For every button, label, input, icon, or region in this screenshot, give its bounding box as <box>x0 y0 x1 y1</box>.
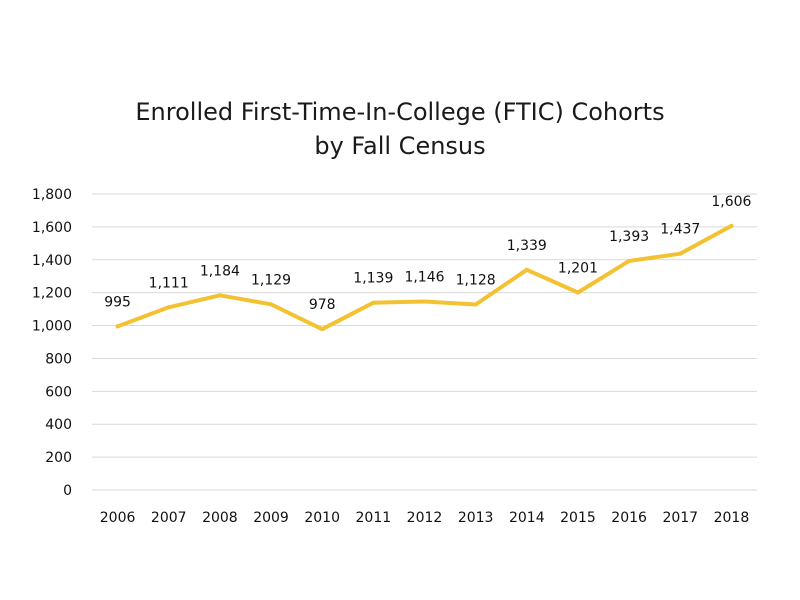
series <box>115 223 734 332</box>
chart-title-line-2: by Fall Census <box>314 132 486 160</box>
chart-title-line-1: Enrolled First-Time-In-College (FTIC) Co… <box>135 98 665 126</box>
data-point <box>269 302 274 307</box>
data-label: 995 <box>104 294 131 310</box>
y-axis: 0 200 400 600 800 1,000 1,200 1,400 1,600 1,800 <box>32 187 72 499</box>
y-tick-label: 1,800 <box>32 187 72 203</box>
data-label: 1,128 <box>456 273 496 289</box>
x-tick-label: 2006 <box>100 510 136 526</box>
data-point <box>678 251 683 256</box>
data-label: 1,111 <box>149 275 189 291</box>
x-tick-label: 2008 <box>202 510 238 526</box>
x-tick-label: 2012 <box>407 510 443 526</box>
x-tick-label: 2011 <box>356 510 392 526</box>
data-label: 1,606 <box>711 194 751 210</box>
x-tick-label: 2015 <box>560 510 596 526</box>
y-tick-label: 600 <box>45 384 72 400</box>
x-tick-label: 2017 <box>662 510 698 526</box>
y-tick-label: 1,400 <box>32 253 72 269</box>
y-tick-label: 1,600 <box>32 220 72 236</box>
data-point <box>166 305 171 310</box>
data-point <box>729 223 734 228</box>
data-point <box>627 258 632 263</box>
data-point <box>422 299 427 304</box>
y-tick-label: 1,000 <box>32 319 72 335</box>
y-tick-label: 0 <box>63 483 72 499</box>
data-point <box>115 324 120 329</box>
chart-title: Enrolled First-Time-In-College (FTIC) Co… <box>0 95 800 163</box>
data-label: 1,184 <box>200 263 240 279</box>
data-point <box>473 302 478 307</box>
x-tick-label: 2007 <box>151 510 187 526</box>
x-tick-label: 2016 <box>611 510 647 526</box>
x-tick-label: 2010 <box>304 510 340 526</box>
y-tick-label: 800 <box>45 351 72 367</box>
data-label: 1,437 <box>660 222 700 238</box>
data-point <box>217 293 222 298</box>
data-label: 1,339 <box>507 238 547 254</box>
y-tick-label: 400 <box>45 417 72 433</box>
y-tick-label: 200 <box>45 450 72 466</box>
data-point <box>524 267 529 272</box>
data-label: 1,139 <box>353 271 393 287</box>
x-tick-label: 2013 <box>458 510 494 526</box>
data-label: 1,129 <box>251 272 291 288</box>
data-labels: 995 1,111 1,184 1,129 978 1,139 1,146 1,128 1,33… <box>104 194 751 313</box>
y-tick-label: 1,200 <box>32 286 72 302</box>
x-tick-label: 2014 <box>509 510 545 526</box>
data-label: 1,146 <box>404 270 444 286</box>
data-point <box>575 290 580 295</box>
x-tick-label: 2009 <box>253 510 289 526</box>
x-tick-label: 2018 <box>714 510 750 526</box>
data-label: 978 <box>309 297 336 313</box>
x-axis: 2006 2007 2008 2009 2010 2011 2012 2013 2014 2015… <box>100 510 749 526</box>
data-label: 1,201 <box>558 261 598 277</box>
data-point <box>320 327 325 332</box>
data-label: 1,393 <box>609 229 649 245</box>
gridlines <box>92 193 757 491</box>
data-point <box>371 300 376 305</box>
